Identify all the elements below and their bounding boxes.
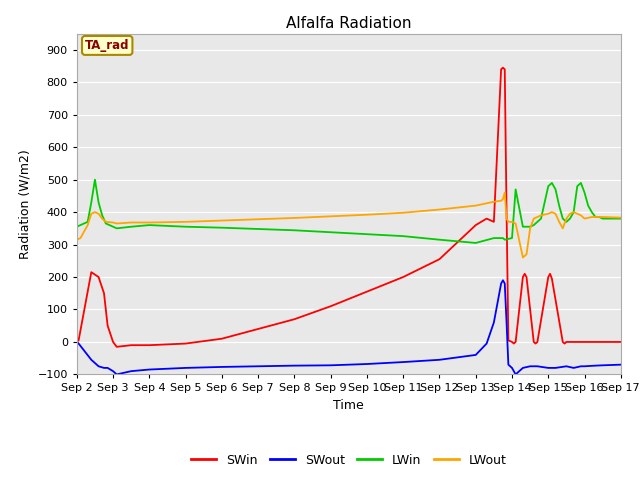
- Title: Alfalfa Radiation: Alfalfa Radiation: [286, 16, 412, 31]
- Legend: SWin, SWout, LWin, LWout: SWin, SWout, LWin, LWout: [186, 449, 512, 472]
- Y-axis label: Radiation (W/m2): Radiation (W/m2): [19, 149, 32, 259]
- X-axis label: Time: Time: [333, 399, 364, 412]
- Text: TA_rad: TA_rad: [85, 39, 129, 52]
